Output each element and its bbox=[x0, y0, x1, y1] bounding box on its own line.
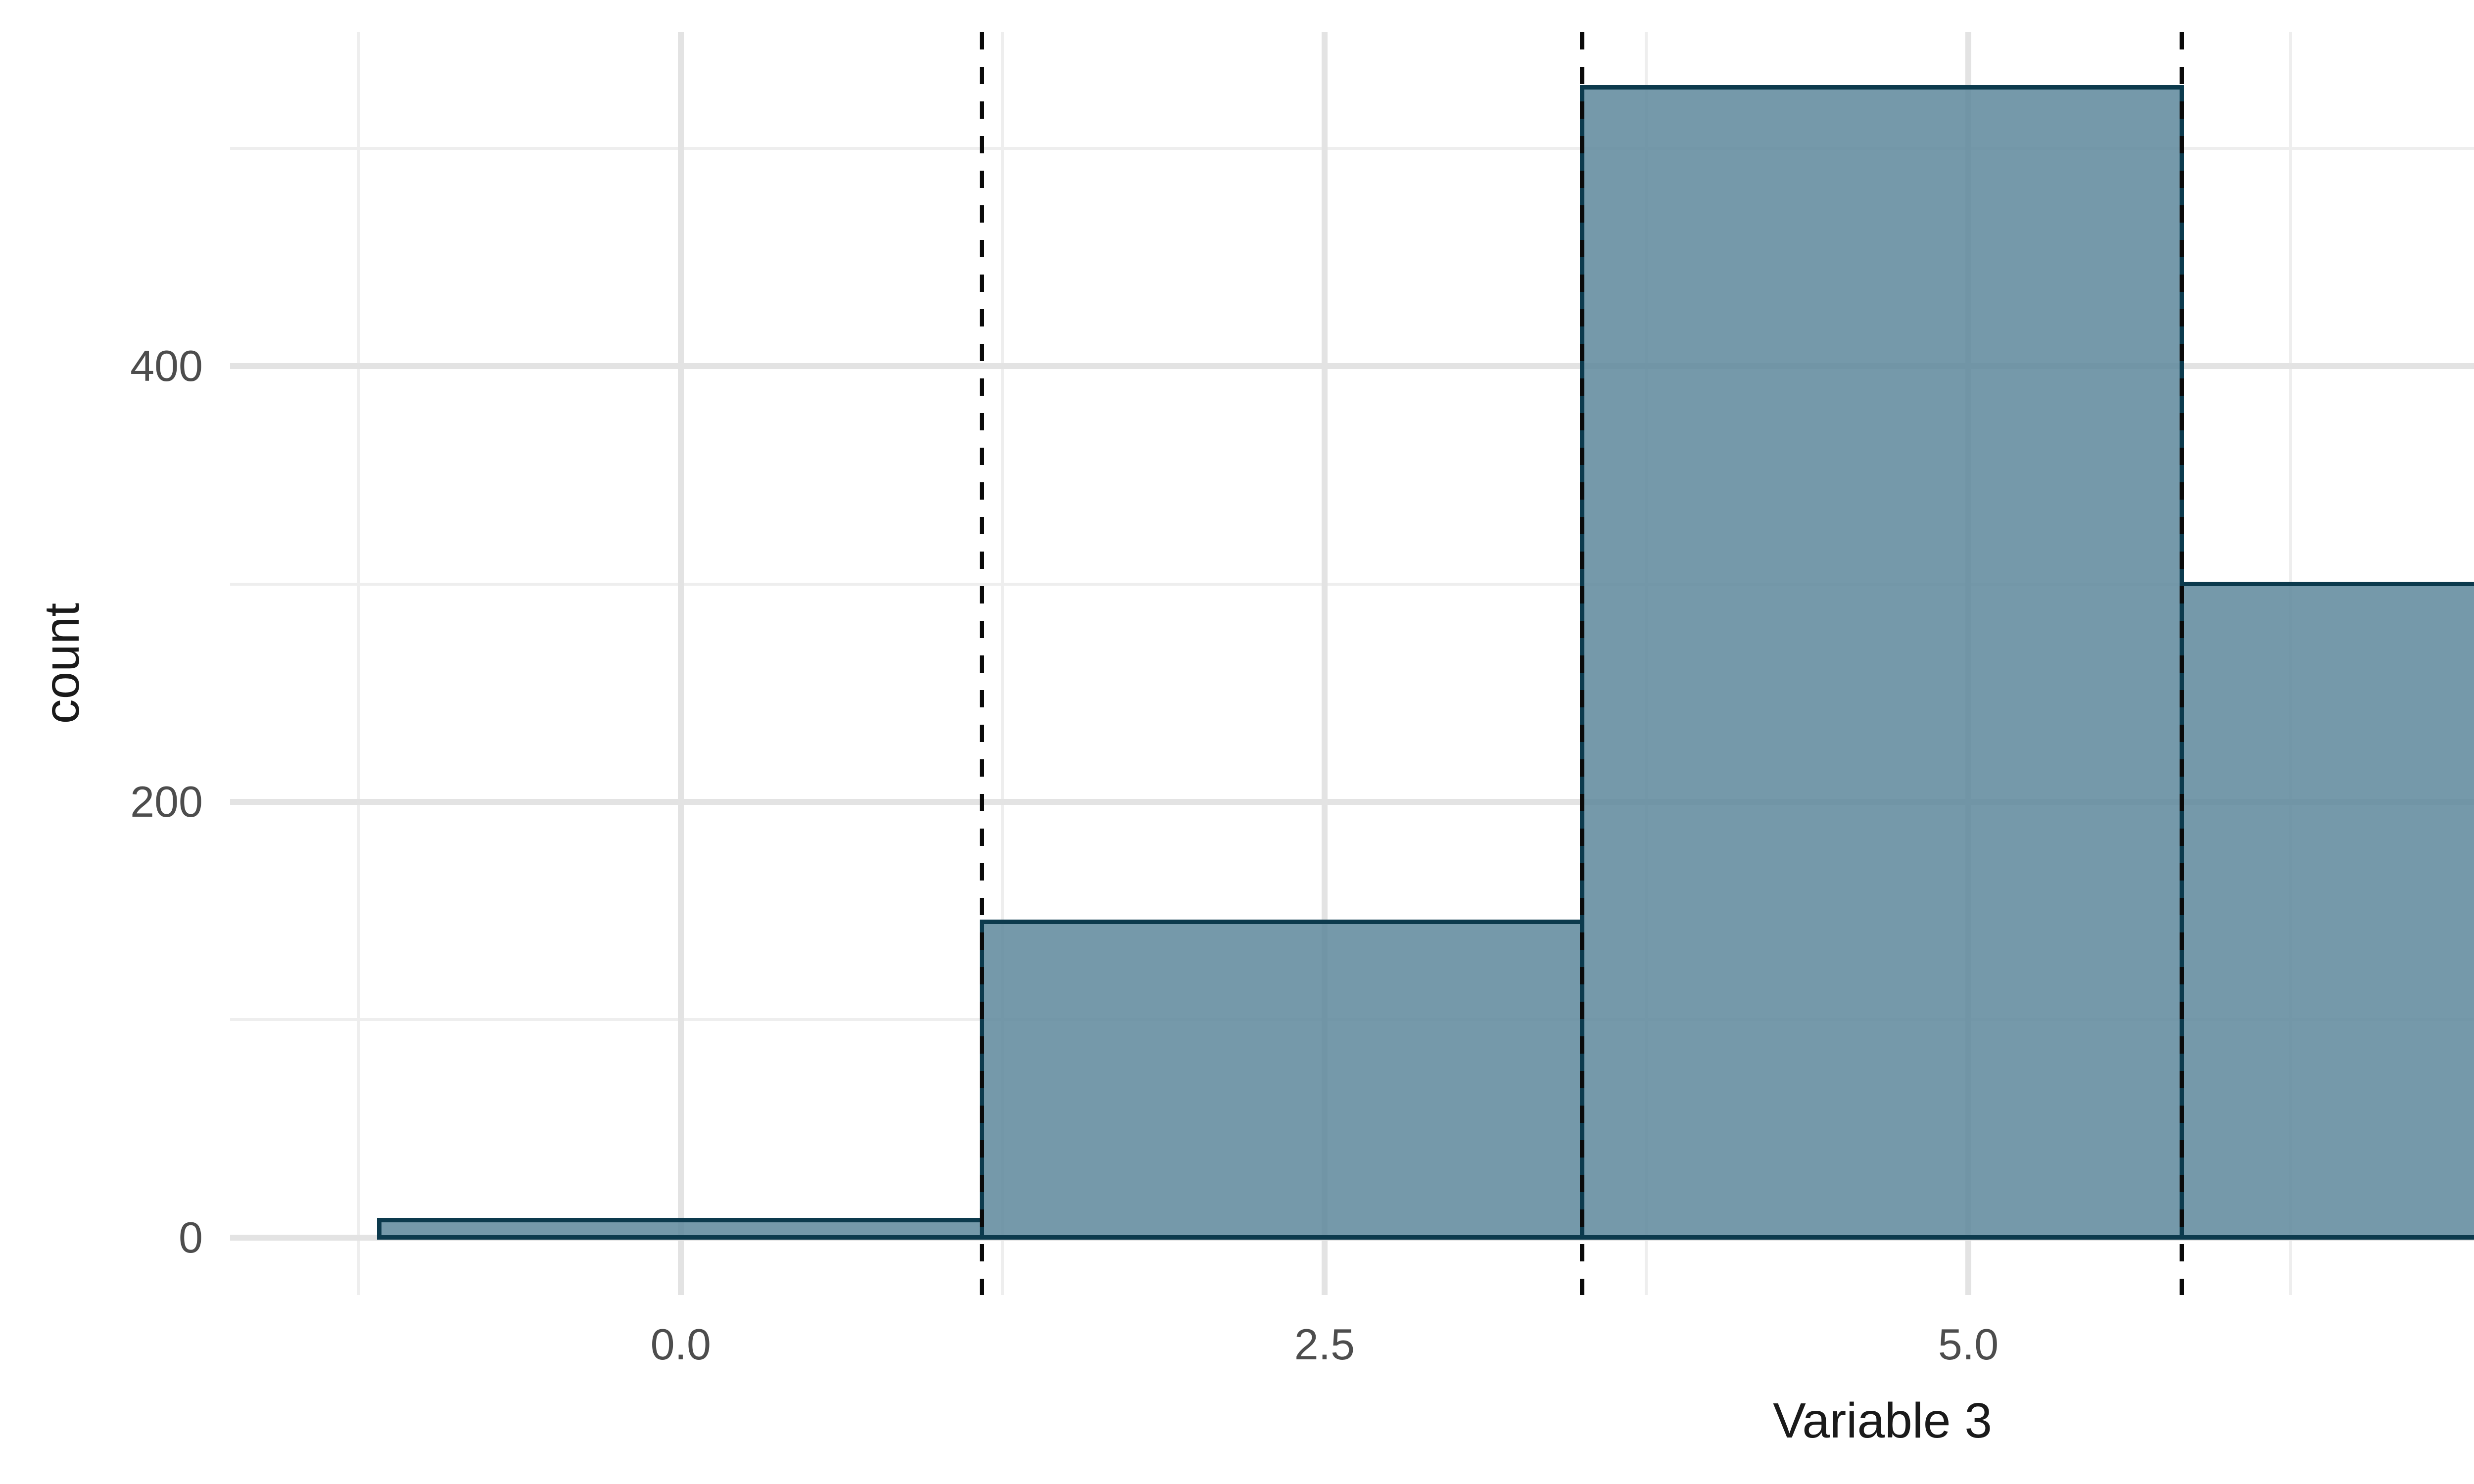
y-tick-label: 400 bbox=[130, 341, 203, 391]
dashed-vline bbox=[1579, 32, 1584, 1295]
histogram-bar bbox=[2180, 582, 2474, 1240]
x-tick-label: 5.0 bbox=[1938, 1320, 1999, 1369]
dashed-vline bbox=[2180, 32, 2185, 1295]
y-minor-gridline bbox=[230, 582, 2474, 586]
x-tick-label: 0.0 bbox=[650, 1320, 711, 1369]
y-axis-title: count bbox=[34, 603, 90, 724]
histogram-bar bbox=[377, 1218, 985, 1240]
plot-panel bbox=[230, 32, 2474, 1295]
histogram-bar bbox=[1579, 85, 2185, 1240]
y-tick-label: 0 bbox=[179, 1212, 203, 1262]
histogram-bar bbox=[980, 919, 1584, 1240]
x-minor-gridline bbox=[1001, 32, 1004, 1295]
x-major-gridline bbox=[677, 32, 684, 1295]
dashed-vline bbox=[980, 32, 985, 1295]
x-axis-title: Variable 3 bbox=[1773, 1393, 1992, 1448]
y-tick-label: 200 bbox=[130, 777, 203, 827]
x-minor-gridline bbox=[357, 32, 361, 1295]
y-minor-gridline bbox=[230, 147, 2474, 150]
x-tick-label: 2.5 bbox=[1294, 1320, 1355, 1369]
